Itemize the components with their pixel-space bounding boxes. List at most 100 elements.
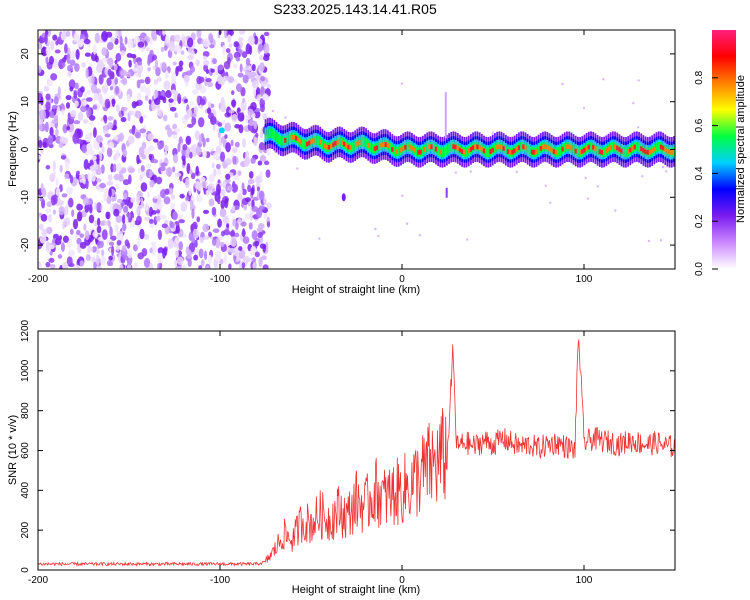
spectrogram-cell (219, 151, 226, 162)
spectrogram-cell (137, 41, 145, 48)
spectrogram-cell (166, 124, 171, 131)
spectrogram-cell (559, 146, 562, 156)
spectrogram-cell (108, 255, 113, 261)
spectrogram-cell (107, 122, 114, 130)
spectrogram-cell (120, 79, 127, 84)
spectrogram-cell (550, 147, 553, 153)
spectrogram-cell (233, 78, 238, 84)
spectrogram-cell (631, 145, 634, 151)
spectrogram-cell (277, 134, 280, 144)
spectrogram-cell (211, 206, 217, 216)
spectrogram-cell (95, 265, 102, 269)
spectrogram-cell (476, 144, 479, 150)
spectrogram-cell (565, 144, 569, 150)
spectrogram-cell (207, 254, 213, 265)
spectrogram-cell (237, 192, 243, 201)
spectrogram-cell (336, 139, 339, 145)
spectrogram-cell (225, 173, 231, 180)
snr-x-ticks: -200 -100 0 100 (28, 331, 593, 586)
spectrogram-cell (159, 166, 166, 172)
spectrogram-y-tick-label: 0 (20, 146, 31, 152)
spectrogram-cell (39, 109, 47, 121)
spectrogram-cell (147, 145, 155, 152)
spectrogram-cell (104, 81, 108, 89)
spectrogram-cell (417, 149, 420, 155)
spectrogram-cell (182, 143, 188, 151)
snr-y-tick-label: 0 (20, 567, 31, 573)
spectrogram-cell (200, 259, 205, 267)
snr-series (38, 339, 675, 568)
spectrogram-cell (428, 144, 431, 150)
spectrogram-cell (50, 73, 58, 81)
spectrogram-cell (93, 261, 97, 269)
spectrogram-cell (83, 223, 87, 231)
spectrogram-cell (208, 198, 215, 207)
spectrogram-cell (210, 68, 215, 73)
spectrogram-cell (197, 117, 205, 128)
spectrogram-cell (332, 142, 335, 148)
spectrogram-cell (226, 223, 230, 228)
spectrogram-cell (112, 154, 117, 161)
spectrogram-cell (97, 236, 105, 242)
spectrogram-cell (83, 158, 89, 170)
spectrogram-cell (533, 149, 536, 155)
spectrogram-cell (367, 143, 370, 148)
spectrogram-cell (487, 147, 490, 158)
spectrogram-cell (219, 208, 227, 218)
colorbar-tick-label: 0.6 (694, 118, 705, 132)
spectrogram-cell (73, 264, 81, 269)
spectrogram-cell (250, 187, 255, 196)
spectrogram-cell (544, 144, 547, 150)
spectrogram-cell (138, 204, 144, 209)
spectrogram-cell (318, 237, 321, 240)
spectrogram-cell (301, 138, 304, 149)
spectrogram-cell (625, 147, 627, 158)
spectrogram-cell (657, 141, 660, 152)
colorbar-ticks: 0.0 0.2 0.4 0.6 0.8 (694, 70, 718, 276)
spectrogram-cell (169, 221, 175, 229)
spectrogram-cell (482, 148, 486, 154)
spectrogram-cell (49, 263, 56, 269)
spectrogram-cell (321, 139, 324, 149)
snr-y-tick-label: 1200 (20, 319, 31, 342)
spectrogram-cell (179, 193, 185, 199)
spectrogram-cell (54, 238, 62, 246)
spectrogram-cell (202, 137, 206, 148)
spectrogram-cell (659, 239, 663, 242)
spectrogram-cell (369, 142, 372, 153)
spectrogram-cell (198, 176, 206, 182)
spectrogram-cell (151, 210, 157, 215)
spectrogram-cell (126, 264, 132, 269)
spectrogram-cell (172, 153, 179, 164)
spectrogram-cell (64, 161, 70, 171)
spectrogram-cell (445, 187, 448, 198)
spectrogram-cell (205, 266, 210, 269)
spectrogram-cell (415, 146, 418, 157)
spectrogram-cell (92, 127, 97, 138)
spectrogram-cell (115, 85, 120, 95)
spectrogram-cell (65, 94, 72, 101)
spectrogram-cell (184, 114, 190, 121)
spectrogram-cell (362, 137, 365, 147)
spectrogram-cell (104, 133, 111, 138)
spectrogram-cell (180, 201, 188, 212)
spectrogram-cell (226, 34, 232, 44)
spectrogram-cell (117, 198, 123, 204)
spectrogram-cell (142, 132, 147, 138)
spectrogram-cell (95, 63, 103, 73)
spectrogram-cell (458, 147, 462, 153)
spectrogram-cell (212, 228, 220, 233)
spectrogram-cell (275, 132, 278, 143)
spectrogram-cell (230, 247, 235, 254)
spectrogram-cell (246, 257, 253, 262)
spectrogram-cell (89, 115, 96, 121)
spectrogram-cell (67, 71, 72, 77)
spectrogram-cell (193, 254, 199, 261)
spectrogram-cell (526, 144, 529, 155)
spectrogram-cell (485, 147, 488, 157)
spectrogram-cell (59, 265, 63, 269)
spectrogram-cell (42, 141, 47, 148)
spectrogram-cell (304, 139, 306, 150)
spectrogram-cell (258, 190, 265, 201)
